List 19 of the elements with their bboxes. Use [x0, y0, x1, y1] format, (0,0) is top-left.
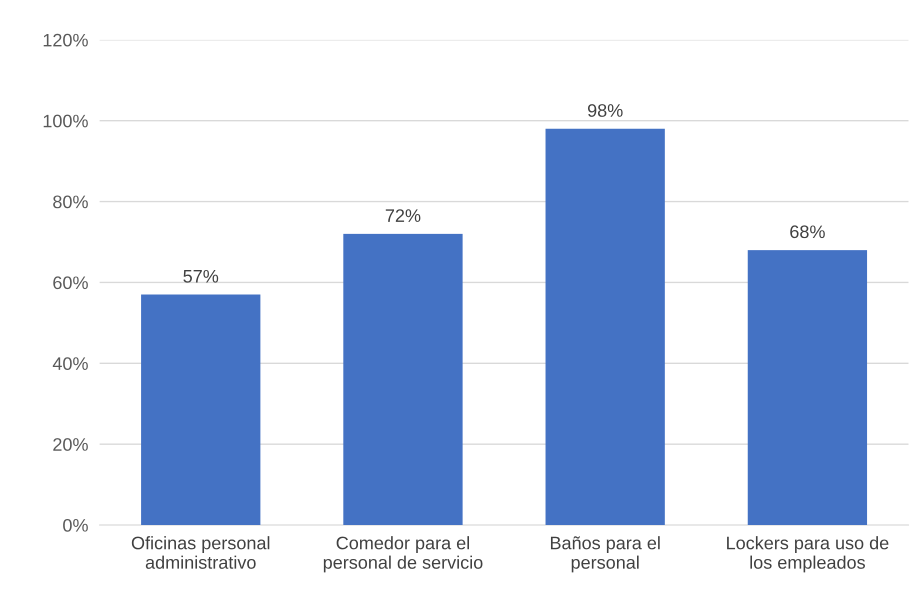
y-tick-label: 80%: [53, 196, 88, 208]
y-tick-label: 60%: [53, 276, 88, 290]
data-label: 72%: [386, 209, 420, 222]
x-tick-label: Baños para el personal: [550, 536, 660, 572]
bar: [748, 250, 868, 526]
y-tick-label: 100%: [44, 114, 88, 128]
bar: [546, 128, 665, 526]
y-tick-label: 20%: [53, 438, 88, 451]
data-label: 68%: [790, 225, 825, 238]
y-tick-label: 40%: [52, 357, 88, 370]
data-label: 98%: [588, 104, 623, 117]
data-label: 57%: [183, 270, 218, 283]
x-tick-label: Lockers para uso de los empleados: [727, 536, 888, 572]
y-tick-label: 0%: [63, 518, 88, 532]
x-tick-label: Oficinas personal administrativo: [132, 536, 270, 569]
bar: [343, 234, 463, 526]
x-tick-label: Comedor para el personal de servicio: [324, 536, 482, 572]
y-tick-label: 120%: [44, 34, 88, 47]
bar: [141, 294, 260, 526]
